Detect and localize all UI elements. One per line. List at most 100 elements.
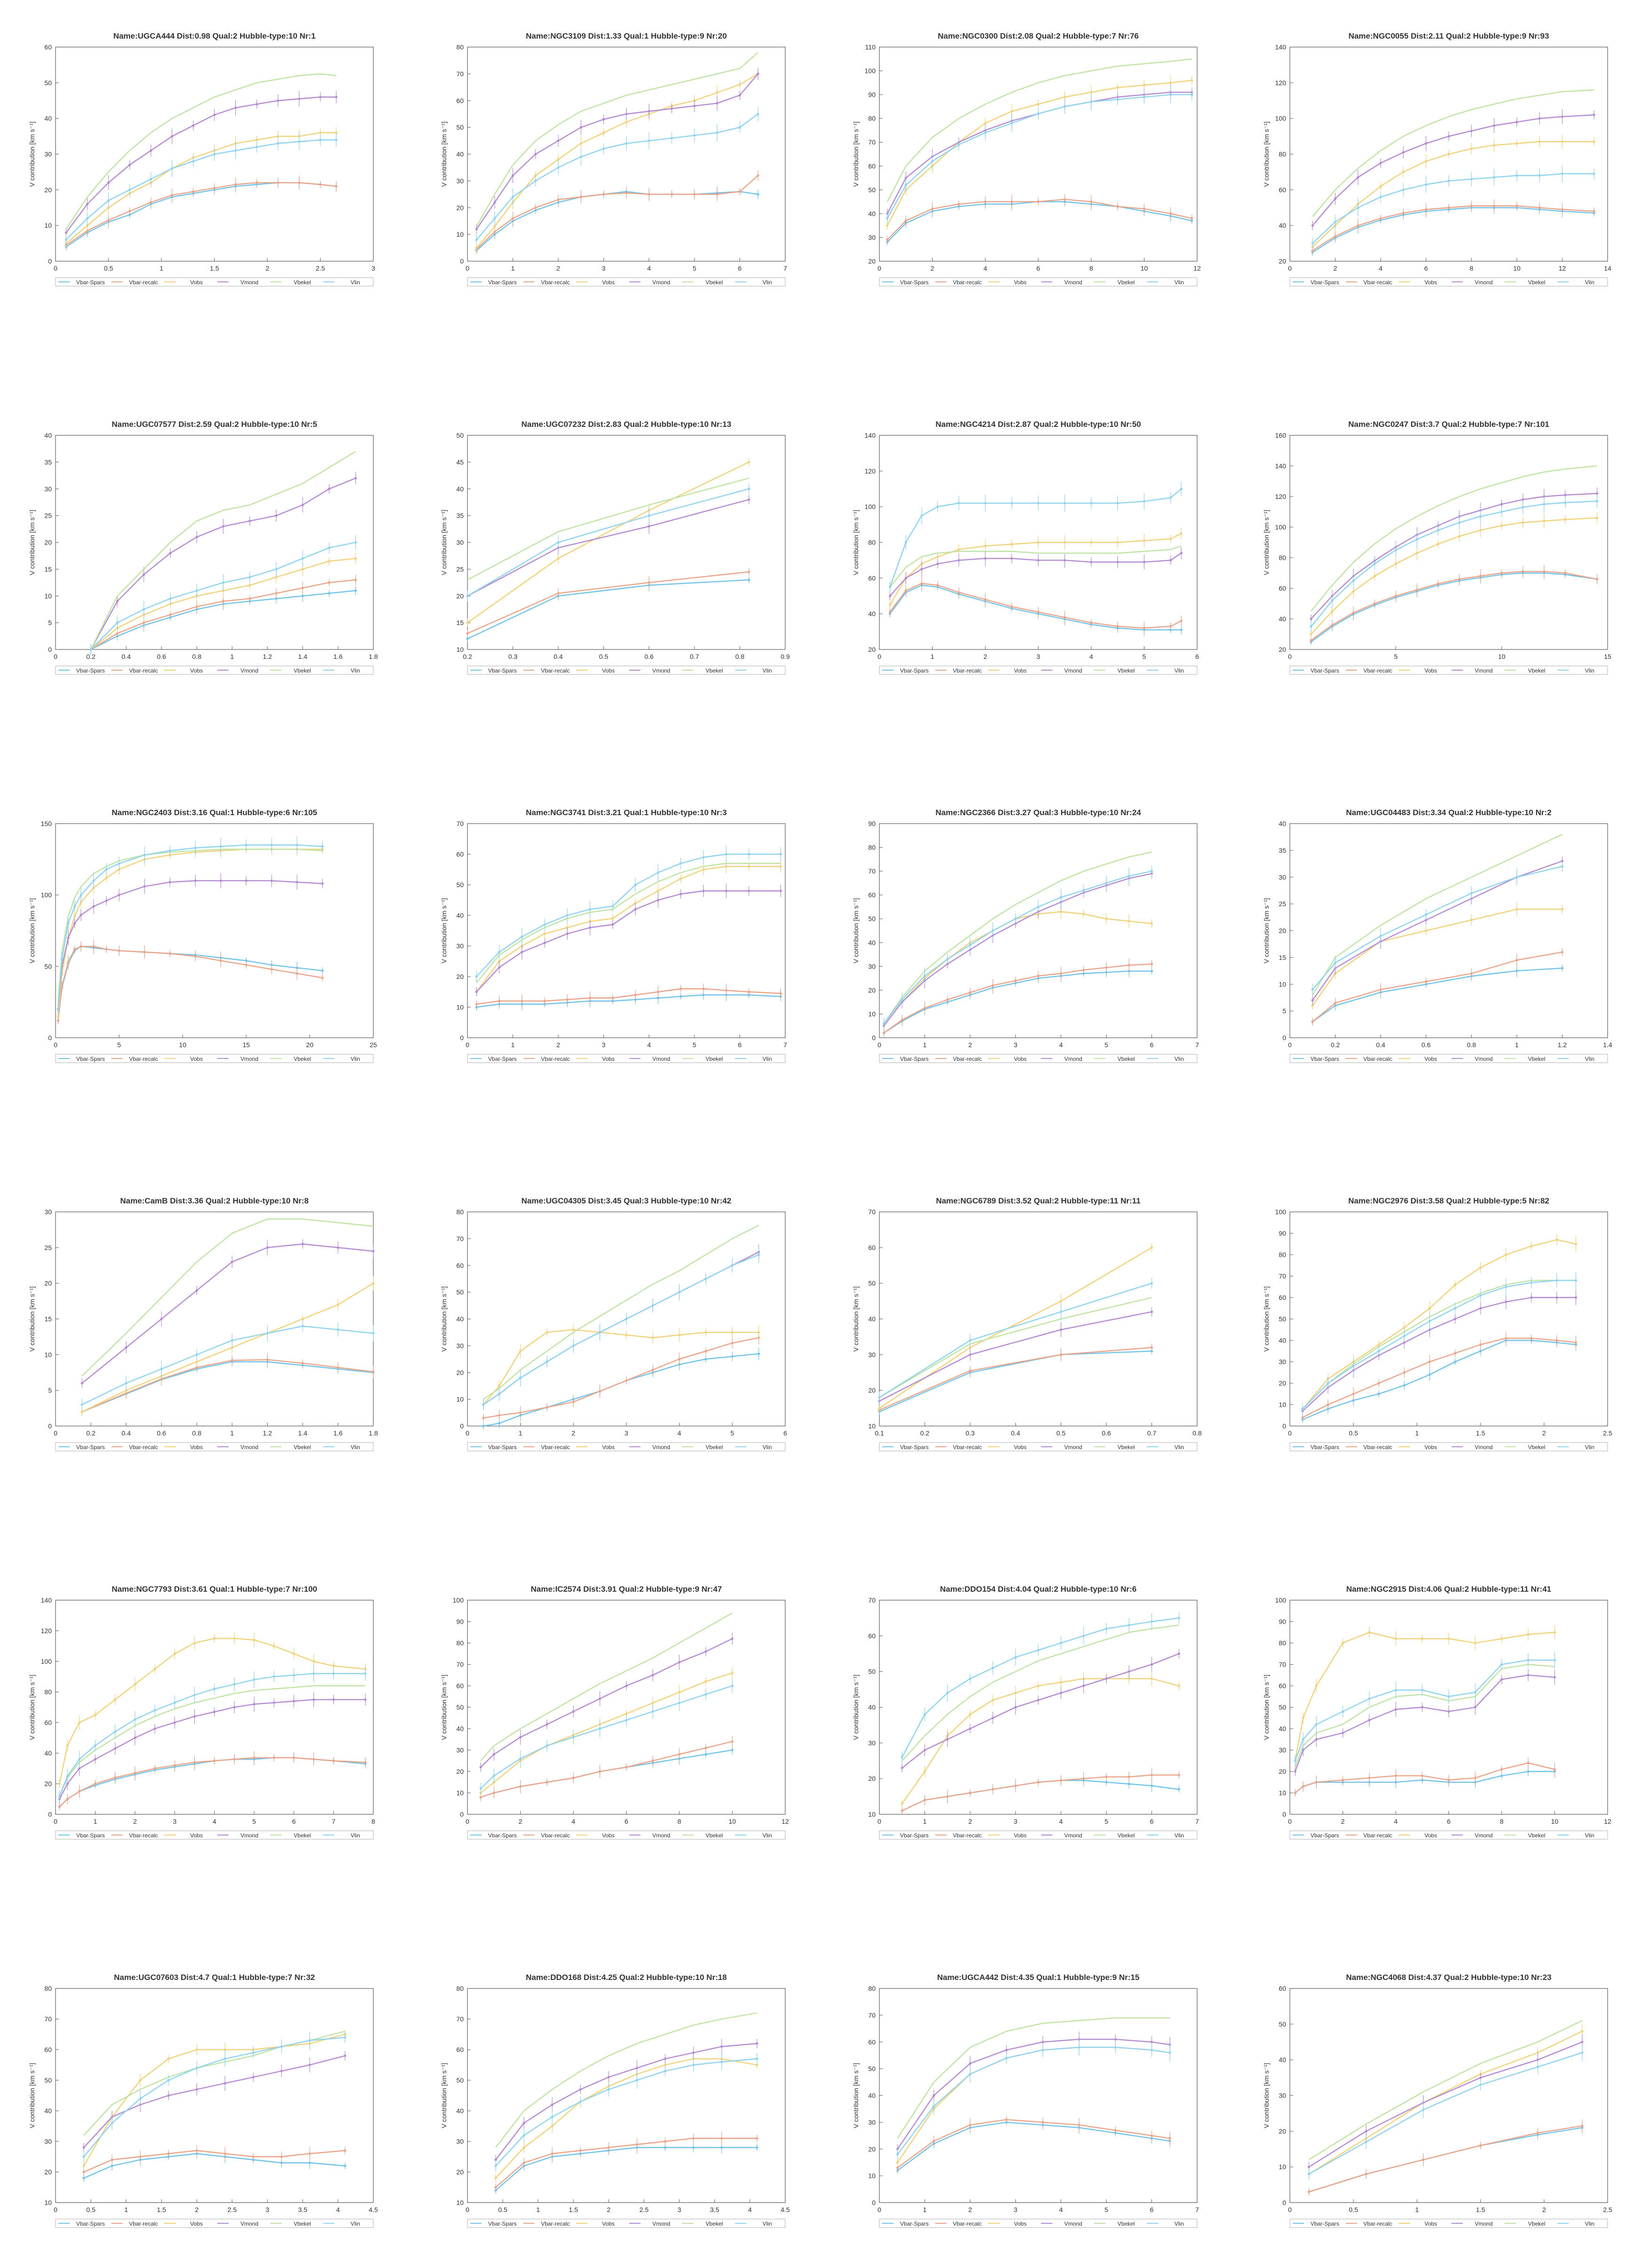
data-point (1010, 543, 1013, 545)
data-point (354, 578, 357, 581)
data-point (167, 2094, 170, 2097)
chart-panel-15: Name:NGC6789 Dist:3.52 Qual:2 Hubble-typ… (852, 1196, 1202, 1451)
chart-panel-18: Name:IC2574 Dist:3.91 Qual:2 Hubble-type… (440, 1585, 789, 1840)
data-point (779, 890, 782, 892)
data-point (625, 120, 628, 123)
series-line-vbekel (1308, 2020, 1583, 2161)
data-point (1394, 594, 1397, 597)
data-point (1515, 204, 1518, 208)
y-axis-label: V contribution [km s⁻¹] (440, 121, 448, 187)
data-point (1180, 488, 1183, 490)
data-point (1114, 2038, 1117, 2041)
data-point (273, 1701, 275, 1704)
data-point (1060, 972, 1062, 975)
series-line-vbar-spars (480, 1749, 732, 1798)
data-point (193, 1642, 196, 1644)
legend: Vbar-Spars Vbar-recalc Vobs Vmond Vbekel Vlin (55, 2219, 374, 2228)
chart-title: Name:DDO168 Dist:4.25 Qual:2 Hubble-type… (526, 1973, 727, 1982)
data-point (936, 505, 939, 508)
series-line-vlin (83, 2036, 346, 2157)
data-point (321, 845, 324, 848)
data-point (498, 951, 501, 954)
data-point (301, 557, 304, 560)
y-tick-label: 30 (44, 1208, 52, 1216)
legend-entry: Vmond (241, 279, 258, 286)
data-point (1470, 129, 1473, 132)
data-point (1063, 198, 1066, 201)
series-line-vmond (483, 1251, 759, 1405)
x-tick-label: 0.2 (86, 653, 96, 660)
y-tick-label: 40 (44, 432, 52, 439)
legend-entry: Vobs (190, 2220, 203, 2227)
data-point (1538, 174, 1541, 177)
data-point (1169, 212, 1172, 215)
y-tick-label: 10 (868, 2172, 876, 2180)
legend: Vbar-Spars Vbar-recalc Vobs Vmond Vbekel Vlin (55, 1442, 374, 1451)
data-point (1302, 1716, 1304, 1719)
data-point (1143, 626, 1146, 630)
data-point (233, 1683, 236, 1686)
chart-title: Name:NGC6789 Dist:3.52 Qual:2 Hubble-typ… (936, 1196, 1141, 1205)
data-point (1561, 140, 1564, 143)
data-point (748, 578, 750, 581)
legend-entry: Vobs (1425, 1444, 1437, 1451)
series-line-vbekel (483, 1225, 759, 1400)
data-point (1294, 1791, 1296, 1795)
data-point (170, 135, 174, 138)
data-point (886, 224, 889, 227)
y-tick-label: 20 (44, 1280, 52, 1287)
y-tick-label: 90 (1279, 1230, 1286, 1237)
y-tick-label: 120 (41, 1627, 52, 1635)
data-point (1479, 1343, 1482, 1346)
data-point (580, 195, 582, 199)
data-point (1536, 2132, 1539, 2134)
data-point (1357, 206, 1360, 209)
data-point (588, 996, 591, 1000)
data-point (1515, 876, 1518, 879)
data-point (1593, 113, 1595, 116)
legend-box (879, 2219, 1198, 2228)
x-tick-label: 0 (54, 1429, 57, 1437)
series-line-vobs (1295, 1632, 1555, 1761)
data-point (92, 879, 95, 882)
x-tick-label: 2.5 (227, 2206, 237, 2213)
data-point (1447, 179, 1450, 182)
data-point (498, 1414, 501, 1417)
data-point (118, 949, 121, 952)
chart-title: Name:DDO154 Dist:4.04 Qual:2 Hubble-type… (940, 1585, 1137, 1594)
data-point (551, 2152, 554, 2155)
series-line-vmond (476, 890, 781, 993)
data-point (969, 1339, 972, 1342)
data-point (1530, 1245, 1533, 1248)
data-point (904, 219, 907, 222)
data-point (738, 83, 741, 86)
y-tick-label: 100 (41, 1658, 52, 1665)
legend-entry: Vmond (652, 2220, 670, 2227)
legend-entry: Vbar-Spars (1311, 667, 1339, 674)
y-tick-label: 140 (1275, 462, 1287, 470)
data-point (991, 984, 994, 987)
data-point (1191, 217, 1193, 220)
data-point (551, 2124, 554, 2128)
data-point (273, 1675, 275, 1678)
chart-panel-6: Name:UGC07232 Dist:2.83 Qual:2 Hubble-ty… (440, 420, 790, 675)
data-point (625, 1379, 628, 1382)
series-line-vbar-spars (467, 579, 749, 640)
data-point (1327, 1382, 1329, 1385)
data-point (482, 1425, 485, 1427)
data-point (1037, 1649, 1040, 1651)
legend-entry: Vbar-recalc (1363, 1444, 1392, 1451)
data-point (275, 592, 278, 595)
data-point (1402, 170, 1405, 174)
y-tick-label: 60 (1279, 1985, 1286, 1992)
data-point (372, 1250, 375, 1253)
data-point (1127, 1775, 1130, 1778)
data-point (652, 1368, 654, 1371)
data-point (173, 1652, 176, 1655)
data-point (1063, 96, 1066, 98)
data-point (1037, 541, 1040, 544)
data-point (1527, 1659, 1529, 1661)
data-point (625, 1334, 628, 1337)
data-point (1307, 2172, 1311, 2175)
series-line-vlin (57, 844, 323, 1010)
